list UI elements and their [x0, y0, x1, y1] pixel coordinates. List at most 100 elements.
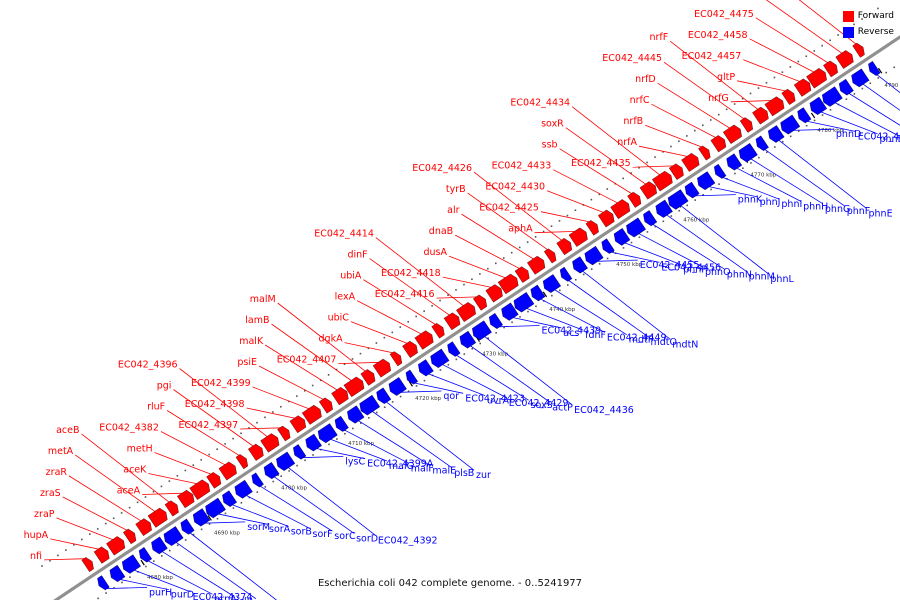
guide-dot: [232, 437, 234, 440]
guide-dot: [853, 23, 855, 26]
guide-dot: [551, 294, 553, 297]
guide-dot: [503, 326, 505, 329]
reverse-gene: [109, 564, 126, 582]
reverse-gene-shape: [601, 238, 615, 254]
gene-label: phnL: [770, 274, 794, 285]
gene-label: soxS: [531, 400, 553, 411]
gene-label: lysC: [345, 456, 365, 467]
label-leader-line: [356, 300, 423, 335]
reverse-gene: [542, 274, 562, 293]
reverse-gene: [684, 181, 700, 199]
label-leader-line: [798, 0, 857, 45]
guide-dot: [312, 454, 314, 456]
forward-gene-shape: [627, 191, 642, 208]
forward-gene-shape: [852, 42, 865, 58]
guide-dot: [463, 353, 466, 355]
gene-label: phnO: [705, 267, 731, 278]
forward-gene: [402, 340, 418, 358]
forward-gene-shape: [793, 78, 812, 97]
guide-dot: [829, 39, 831, 42]
guide-dot: [439, 299, 441, 302]
gene-label: phnH: [803, 202, 828, 213]
guide-dot: [471, 278, 473, 281]
reverse-gene-shape: [572, 256, 588, 274]
guide-dot: [789, 135, 792, 138]
label-leader-line: [610, 251, 660, 263]
guide-dot: [781, 71, 784, 73]
forward-gene: [764, 96, 785, 117]
label-leader-line: [469, 345, 551, 403]
guide-dot: [328, 443, 330, 446]
guide-dot: [861, 18, 863, 20]
guide-dot: [280, 475, 282, 478]
forward-gene: [823, 60, 838, 78]
reverse-gene-shape: [97, 575, 110, 591]
reverse-gene: [488, 312, 503, 329]
gene-label: phnN: [727, 269, 752, 280]
forward-gene: [568, 227, 588, 247]
reverse-gene: [851, 68, 870, 88]
forward-gene-shape: [597, 209, 615, 228]
label-leader-line: [173, 389, 254, 447]
reverse-gene-shape: [180, 518, 195, 535]
label-leader-line: [271, 323, 353, 382]
guide-dot: [749, 92, 752, 95]
forward-gene: [147, 507, 168, 528]
guide-dot: [758, 156, 760, 159]
guide-dot: [893, 66, 895, 69]
reverse-gene-shape: [868, 61, 881, 76]
forward-gene: [301, 404, 322, 425]
guide-dot: [447, 363, 450, 366]
forward-gene: [543, 248, 557, 264]
label-leader-line: [483, 335, 573, 406]
tick-label: 4770 kbp: [750, 173, 776, 179]
label-leader-line: [581, 270, 671, 340]
guide-dot: [304, 459, 306, 462]
label-leader-line: [525, 307, 584, 331]
gene-label: phnD: [836, 129, 861, 140]
guide-dot: [176, 544, 179, 547]
tick-mark: [140, 559, 145, 566]
gene-label: purD: [171, 590, 194, 600]
guide-dot: [105, 592, 107, 594]
label-leader-line: [638, 232, 704, 268]
forward-gene: [277, 425, 291, 442]
reverse-gene-shape: [121, 554, 141, 574]
forward-gene-shape: [106, 536, 126, 556]
legend-forward: Forward: [842, 8, 894, 24]
reverse-gene: [530, 284, 546, 302]
guide-dot: [479, 342, 482, 345]
forward-gene-shape: [497, 273, 519, 295]
guide-dot: [686, 204, 689, 207]
guide-dot: [41, 565, 43, 567]
reverse-gene: [418, 359, 434, 377]
reverse-gene-shape: [530, 284, 546, 302]
forward-gene-shape: [414, 330, 434, 350]
reverse-gene-shape: [334, 415, 349, 432]
strand-legend: Forward Reverse: [842, 8, 894, 40]
reverse-gene: [405, 369, 419, 385]
guide-dot: [869, 12, 871, 15]
label-leader-line: [375, 237, 465, 307]
guide-dot: [112, 517, 115, 520]
label-leader-line: [596, 259, 638, 262]
label-leader-line: [133, 569, 191, 593]
label-leader-line: [511, 317, 562, 329]
guide-dot: [670, 145, 672, 148]
forward-gene: [189, 479, 211, 500]
reverse-gene-shape: [138, 547, 153, 563]
reverse-gene-shape: [418, 359, 434, 377]
reverse-gene-shape: [780, 114, 801, 135]
forward-gene: [485, 284, 503, 303]
forward-gene-shape: [301, 404, 322, 425]
forward-gene-shape: [527, 255, 546, 275]
reverse-gene: [430, 348, 450, 368]
forward-gene: [497, 273, 519, 295]
guide-dot: [566, 284, 569, 286]
reverse-gene: [388, 377, 407, 396]
gene-label: dusA: [424, 247, 448, 258]
gene-label: metA: [48, 446, 74, 457]
forward-gene: [852, 42, 865, 58]
label-leader-line: [62, 496, 128, 531]
reverse-gene: [822, 86, 843, 107]
